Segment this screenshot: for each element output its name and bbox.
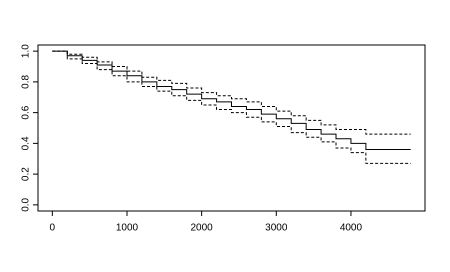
y-tick-label: 0.6	[21, 105, 32, 119]
y-tick-label: 0.0	[21, 197, 32, 211]
survival-line	[52, 50, 411, 135]
y-tick-label: 1.0	[21, 44, 32, 58]
y-tick-label: 0.4	[21, 136, 32, 150]
x-tick-label: 4000	[340, 223, 363, 234]
survival-line	[52, 50, 411, 164]
y-tick-label: 0.8	[21, 75, 32, 89]
plot-box	[37, 44, 426, 212]
x-tick-label: 2000	[191, 223, 214, 234]
survival-line	[52, 50, 411, 151]
x-tick-label: 3000	[265, 223, 288, 234]
y-tick-label: 0.2	[21, 167, 32, 181]
x-tick-label: 0	[50, 223, 56, 234]
x-tick-label: 1000	[116, 223, 139, 234]
